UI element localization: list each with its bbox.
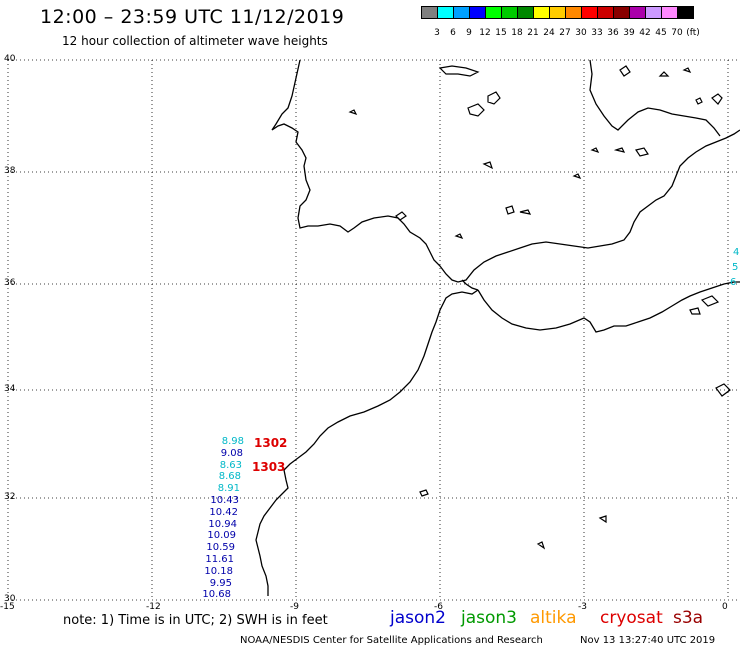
page-subtitle: 12 hour collection of altimeter wave hei… [62, 34, 328, 48]
colorbar-label: 9 [466, 28, 472, 38]
lat-tick-label: 38 [4, 166, 16, 176]
page-title: 12:00 – 23:59 UTC 11/12/2019 [40, 6, 345, 28]
wave-height-value: 9.08 [220, 447, 243, 459]
colorbar-swatch [677, 6, 694, 19]
edge-wave-value: 5 [732, 262, 739, 273]
map-grid [7, 59, 740, 601]
legend-cryosat: cryosat [600, 608, 663, 628]
lon-tick-label: -6 [434, 602, 443, 612]
colorbar-label: 3 [434, 28, 440, 38]
wave-height-value: 10.18 [204, 565, 233, 577]
lon-tick-label: 0 [722, 602, 728, 612]
colorbar-label: (ft) [686, 28, 700, 38]
colorbar-label: 15 [495, 28, 507, 38]
wave-height-value: 9.95 [209, 577, 232, 589]
colorbar-label: 21 [527, 28, 539, 38]
colorbar-label: 24 [543, 28, 555, 38]
edge-wave-value: 4 [733, 247, 740, 258]
lon-tick-label: -9 [290, 602, 299, 612]
colorbar-label: 12 [479, 28, 491, 38]
colorbar-label: 36 [607, 28, 619, 38]
source-credit: NOAA/NESDIS Center for Satellite Applica… [240, 635, 543, 646]
wave-height-value: 8.68 [218, 471, 241, 483]
pass-id-label: 1303 [252, 460, 286, 474]
colorbar-label: 6 [450, 28, 456, 38]
lat-tick-label: 32 [4, 492, 16, 502]
wave-height-value: 8.91 [217, 483, 240, 495]
lon-tick-label: -12 [146, 602, 161, 612]
units-note: note: 1) Time is in UTC; 2) SWH is in fe… [63, 613, 328, 628]
lat-tick-label: 34 [4, 384, 16, 394]
colorbar-label: 39 [623, 28, 635, 38]
pass-id-label: 1302 [254, 436, 288, 450]
colorbar-label: 27 [559, 28, 571, 38]
lon-tick-label: -15 [0, 602, 15, 612]
colorbar-label: 45 [655, 28, 667, 38]
wave-height-value: 8.63 [219, 459, 242, 471]
colorbar-label: 30 [575, 28, 587, 38]
generated-timestamp: Nov 13 13:27:40 UTC 2019 [580, 635, 716, 646]
legend-jason3: jason3 [461, 608, 517, 628]
island-balearic [348, 65, 731, 550]
wave-height-value: 8.98 [221, 436, 244, 447]
coastline-north [589, 59, 721, 137]
lat-tick-label: 30 [4, 594, 16, 604]
lat-tick-label: 36 [4, 278, 16, 288]
colorbar-label: 42 [639, 28, 651, 38]
wave-height-value: 10.68 [202, 589, 231, 601]
colorbar-label: 33 [591, 28, 603, 38]
colorbar-legend: 3 6 9 12 15 18 21 24 27 30 33 36 39 42 45 70 (ft) [421, 6, 700, 38]
coastline-iberia [271, 59, 740, 283]
wave-height-value: 10.09 [207, 530, 236, 542]
coastline-morocco [255, 289, 479, 596]
wave-height-value: 10.59 [206, 542, 235, 554]
edge-wave-value: 6 [730, 277, 737, 288]
lon-tick-label: -3 [578, 602, 587, 612]
legend-altika: altika [530, 608, 577, 628]
legend-s3a: s3a [673, 608, 704, 628]
colorbar-label: 70 [671, 28, 683, 38]
wave-height-value: 10.94 [208, 518, 237, 530]
coastline-strait [461, 279, 479, 291]
wave-height-value: 10.42 [209, 506, 238, 518]
lat-tick-label: 40 [4, 54, 16, 64]
wave-height-value: 10.43 [210, 495, 239, 506]
coastline-algeria [477, 281, 740, 333]
wave-height-value: 11.61 [205, 554, 234, 565]
legend-jason2: jason2 [390, 608, 446, 628]
colorbar-label: 18 [511, 28, 523, 38]
